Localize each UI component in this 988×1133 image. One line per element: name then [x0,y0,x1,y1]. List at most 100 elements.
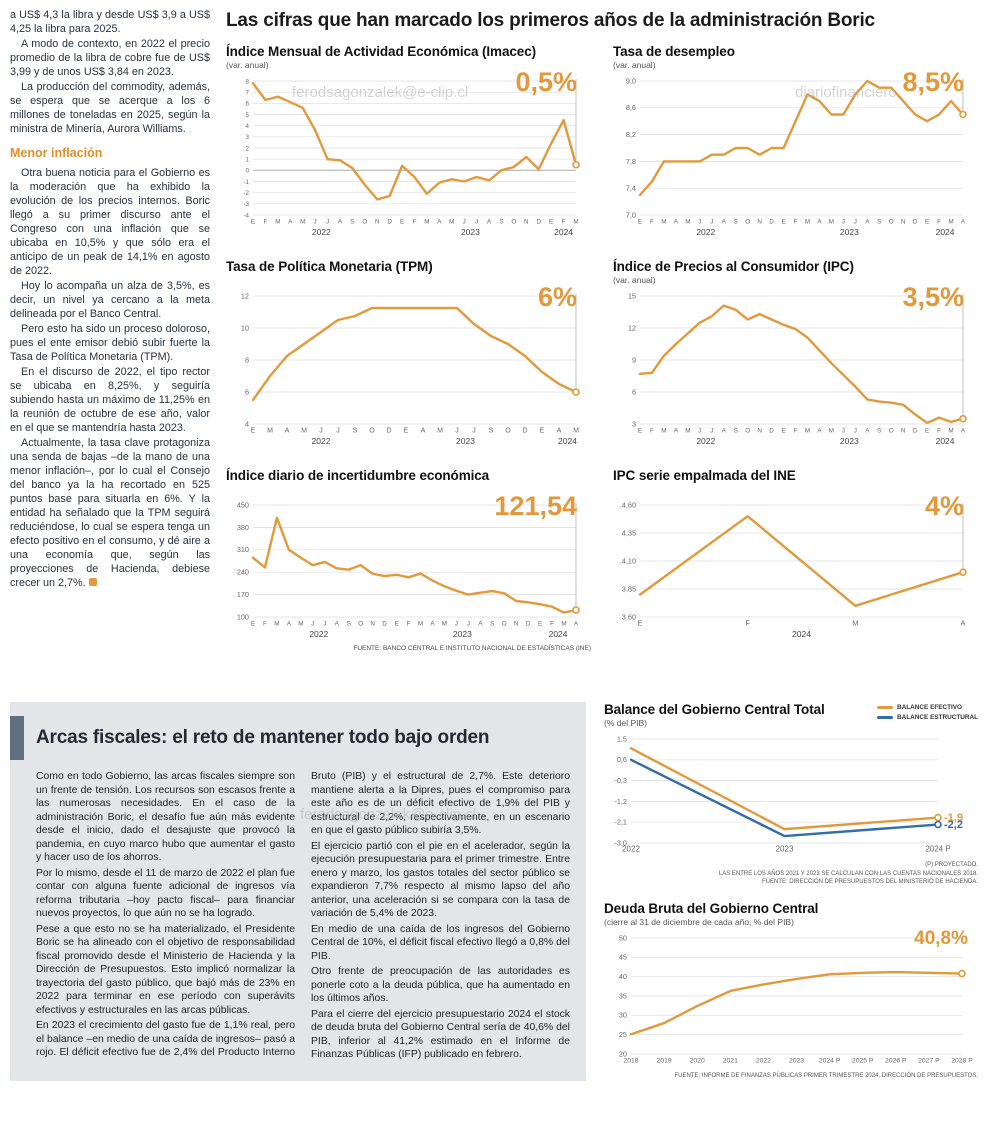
svg-text:M: M [948,428,953,435]
paragraph: Hoy lo acompaña un alza de 3,5%, es deci… [10,279,210,320]
paragraph: Actualmente, la tasa clave protagoniza u… [10,437,210,590]
svg-text:A: A [437,219,442,226]
chart-title: IPC serie empalmada del INE [613,468,796,483]
svg-text:F: F [263,219,267,226]
svg-text:2024: 2024 [554,227,573,237]
svg-text:8,6: 8,6 [626,103,636,112]
chart-subtitle: (% del PIB) [604,718,647,728]
svg-text:D: D [526,621,531,628]
svg-text:O: O [358,621,363,628]
fiscal-charts-column: Balance del Gobierno Central Total (% de… [604,702,978,1081]
svg-text:6: 6 [245,387,249,396]
svg-text:E: E [925,219,929,226]
svg-text:E: E [251,428,256,435]
svg-text:2022: 2022 [696,436,715,446]
svg-text:2024: 2024 [792,629,811,639]
svg-text:E: E [925,428,929,435]
chart-desempleo: Tasa de desempleo (var. anual) 8,5% 9,0 8… [613,44,978,241]
svg-text:D: D [769,219,774,226]
svg-text:2023: 2023 [456,436,475,446]
svg-text:50: 50 [619,933,627,942]
svg-text:F: F [263,621,267,628]
svg-text:A: A [722,219,727,226]
arcas-title: Arcas fiscales: el reto de mantener todo… [36,727,490,748]
svg-text:2022: 2022 [622,845,640,854]
svg-text:J: J [319,428,323,435]
svg-text:4,60: 4,60 [622,500,636,509]
chart-highlight-value: 3,5% [902,282,964,312]
svg-text:M: M [685,428,690,435]
charts-grid: Índice Mensual de Actividad Económica (I… [226,44,978,652]
svg-text:D: D [769,428,774,435]
svg-text:-2,2: -2,2 [944,819,963,831]
svg-text:J: J [842,428,845,435]
chart-subtitle: (var. anual) [613,60,656,70]
svg-text:M: M [424,219,429,226]
svg-text:9: 9 [632,355,636,364]
svg-text:S: S [734,428,738,435]
svg-text:A: A [557,428,562,435]
svg-text:-1,9: -1,9 [944,812,963,824]
svg-text:2022: 2022 [756,1058,771,1065]
svg-text:F: F [407,621,411,628]
svg-text:F: F [937,428,941,435]
legend-swatch-estructural-icon [877,716,894,719]
paragraph: En el discurso de 2022, el tipo rector s… [10,365,210,435]
svg-text:J: J [698,219,701,226]
svg-text:S: S [489,428,494,435]
svg-text:-1: -1 [243,179,249,186]
chart-legend: BALANCE EFECTIVO BALANCE ESTRUCTURAL [877,704,978,724]
svg-text:J: J [472,428,476,435]
svg-text:M: M [442,621,447,628]
svg-text:D: D [913,219,918,226]
svg-text:E: E [638,428,642,435]
svg-text:25: 25 [619,1030,627,1039]
paragraph: En medio de una caída de los ingresos de… [311,923,570,962]
svg-text:N: N [757,219,762,226]
svg-text:F: F [745,619,750,628]
svg-text:J: J [710,428,713,435]
legend-swatch-efectivo-icon [877,706,894,709]
svg-text:30: 30 [619,1011,627,1020]
svg-text:2020: 2020 [690,1058,705,1065]
accent-bar [10,716,24,760]
svg-text:J: J [323,621,326,628]
chart-highlight-value: 0,5% [515,67,577,97]
svg-text:O: O [502,621,507,628]
svg-text:A: A [865,219,870,226]
paragraph: Otra buena noticia para el Gobierno es l… [10,166,210,277]
svg-text:M: M [573,428,579,435]
chart-title: Índice Mensual de Actividad Económica (I… [226,44,536,59]
svg-text:240: 240 [237,568,249,577]
svg-text:35: 35 [619,991,627,1000]
svg-text:M: M [852,619,858,628]
svg-text:N: N [757,428,762,435]
svg-text:E: E [638,219,642,226]
paragraph: Otro frente de preocupación de las autor… [311,966,570,1005]
svg-text:N: N [524,219,529,226]
svg-text:S: S [499,219,503,226]
svg-text:15: 15 [628,291,636,300]
svg-text:O: O [369,428,375,435]
chart-subtitle [226,275,591,286]
footnote: FUENTE: DIRECCIÓN DE PRESUPUESTOS DEL MI… [761,879,978,886]
svg-text:4: 4 [246,123,250,130]
paragraph: Para el cierre del ejercicio presupuesta… [311,1008,570,1061]
svg-text:-2,1: -2,1 [614,818,627,827]
svg-text:E: E [394,621,398,628]
svg-text:J: J [467,621,470,628]
left-article-column: a US$ 4,3 la libra y desde US$ 3,9 a US$… [10,8,210,652]
svg-text:M: M [449,219,454,226]
svg-text:2026 P: 2026 P [885,1058,907,1065]
svg-text:A: A [960,619,965,628]
chart-highlight-value: 40,8% [914,928,968,950]
svg-text:2027 P: 2027 P [918,1058,940,1065]
chart-subtitle: (var. anual) [226,60,269,70]
svg-text:O: O [505,428,511,435]
svg-text:7,0: 7,0 [626,210,636,219]
svg-text:M: M [301,428,307,435]
legend-item-estructural: BALANCE ESTRUCTURAL [877,714,978,721]
